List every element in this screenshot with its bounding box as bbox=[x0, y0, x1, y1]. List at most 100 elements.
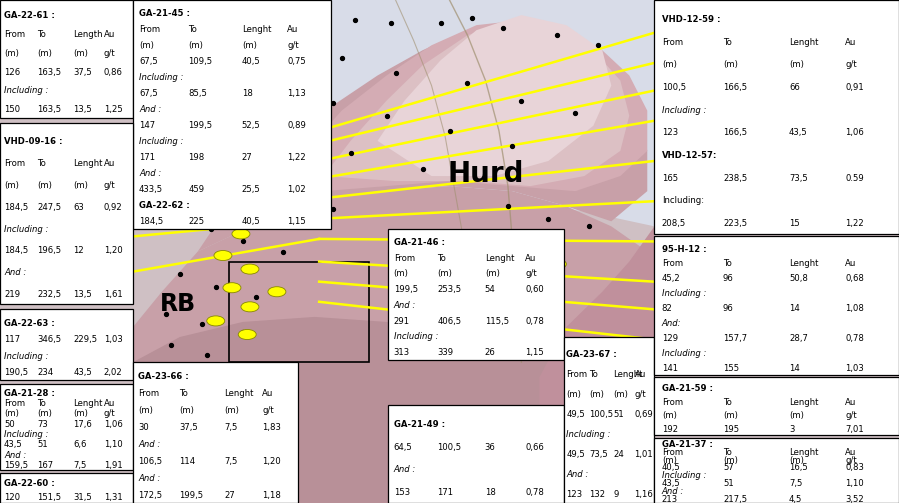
Text: RB: RB bbox=[160, 292, 196, 316]
Text: 37,5: 37,5 bbox=[73, 68, 92, 77]
Text: Au: Au bbox=[288, 25, 298, 34]
Circle shape bbox=[268, 287, 286, 297]
Polygon shape bbox=[270, 20, 647, 191]
Text: Au: Au bbox=[845, 260, 857, 269]
Text: 15: 15 bbox=[789, 219, 800, 228]
Text: From: From bbox=[139, 25, 160, 34]
Text: GA-23-66 :: GA-23-66 : bbox=[138, 372, 189, 381]
Text: Including :: Including : bbox=[662, 106, 707, 115]
Circle shape bbox=[241, 264, 259, 274]
Text: 25,5: 25,5 bbox=[242, 185, 261, 194]
Text: g/t: g/t bbox=[288, 41, 299, 50]
Text: To: To bbox=[723, 398, 732, 406]
Text: (m): (m) bbox=[73, 409, 88, 418]
Text: 1,15: 1,15 bbox=[525, 348, 544, 357]
Text: 66: 66 bbox=[789, 83, 800, 92]
Text: 151,5: 151,5 bbox=[37, 492, 61, 501]
Text: 166,5: 166,5 bbox=[723, 83, 747, 92]
Text: 0,78: 0,78 bbox=[525, 488, 544, 497]
Text: Lenght: Lenght bbox=[485, 254, 514, 263]
Text: And :: And : bbox=[566, 469, 589, 478]
Text: (m): (m) bbox=[723, 456, 738, 465]
Text: Including :: Including : bbox=[4, 352, 49, 361]
Text: 51: 51 bbox=[723, 479, 734, 488]
Text: 184,5: 184,5 bbox=[4, 203, 28, 212]
Text: (m): (m) bbox=[180, 406, 194, 415]
Text: Au: Au bbox=[635, 370, 645, 379]
Text: Lenght: Lenght bbox=[73, 399, 102, 408]
Text: 1,20: 1,20 bbox=[263, 457, 280, 466]
Text: 196,5: 196,5 bbox=[37, 246, 61, 256]
Text: 96: 96 bbox=[723, 304, 734, 313]
Text: 7,5: 7,5 bbox=[224, 457, 237, 466]
Text: 167: 167 bbox=[37, 461, 53, 470]
Text: 28,7: 28,7 bbox=[789, 334, 808, 343]
Text: Lenght: Lenght bbox=[789, 398, 818, 406]
Text: 0,60: 0,60 bbox=[525, 285, 544, 294]
Text: 31,5: 31,5 bbox=[73, 492, 92, 501]
Text: 7,5: 7,5 bbox=[224, 423, 237, 432]
Text: 0,83: 0,83 bbox=[845, 463, 864, 472]
Text: 37,5: 37,5 bbox=[180, 423, 198, 432]
Text: 49,5: 49,5 bbox=[566, 409, 585, 418]
Text: And :: And : bbox=[139, 105, 161, 114]
Text: 1,10: 1,10 bbox=[845, 479, 864, 488]
Text: 238,5: 238,5 bbox=[723, 174, 747, 183]
Text: And :: And : bbox=[4, 268, 26, 277]
Text: (m): (m) bbox=[73, 49, 88, 58]
Text: 18: 18 bbox=[242, 89, 253, 98]
Text: 1,08: 1,08 bbox=[845, 304, 864, 313]
Text: g/t: g/t bbox=[103, 49, 116, 58]
Text: Length: Length bbox=[73, 30, 102, 39]
Text: 0,68: 0,68 bbox=[845, 274, 864, 283]
Text: 1,31: 1,31 bbox=[103, 492, 122, 501]
Text: 9: 9 bbox=[614, 489, 619, 498]
Text: 155: 155 bbox=[723, 364, 739, 373]
Circle shape bbox=[405, 244, 423, 254]
Text: (m): (m) bbox=[394, 269, 408, 278]
Text: To: To bbox=[723, 260, 732, 269]
Text: 109,5: 109,5 bbox=[189, 57, 212, 66]
Text: 73,5: 73,5 bbox=[589, 450, 608, 459]
Text: (m): (m) bbox=[723, 60, 738, 69]
Text: 18: 18 bbox=[485, 488, 495, 497]
Polygon shape bbox=[198, 25, 647, 252]
Text: And :: And : bbox=[138, 474, 160, 483]
FancyBboxPatch shape bbox=[0, 384, 133, 470]
Polygon shape bbox=[378, 15, 611, 176]
Text: And :: And : bbox=[394, 465, 416, 474]
Text: (m): (m) bbox=[789, 411, 804, 420]
Text: 291: 291 bbox=[394, 316, 410, 325]
Text: And :: And : bbox=[4, 451, 26, 460]
Text: (m): (m) bbox=[4, 49, 19, 58]
Text: 157,7: 157,7 bbox=[723, 334, 747, 343]
Polygon shape bbox=[133, 186, 654, 503]
Text: (m): (m) bbox=[589, 389, 604, 398]
Text: 16,5: 16,5 bbox=[789, 463, 807, 472]
Text: Including :: Including : bbox=[4, 224, 49, 233]
Circle shape bbox=[232, 229, 250, 239]
Text: 1,18: 1,18 bbox=[263, 491, 281, 500]
Text: 339: 339 bbox=[438, 348, 454, 357]
Text: 27: 27 bbox=[242, 153, 253, 162]
Text: From: From bbox=[662, 260, 683, 269]
Text: 59: 59 bbox=[467, 232, 513, 266]
Polygon shape bbox=[324, 20, 629, 186]
Text: Including :: Including : bbox=[4, 430, 49, 439]
Text: 1,01: 1,01 bbox=[635, 450, 654, 459]
Text: 117: 117 bbox=[4, 335, 20, 344]
Text: 51: 51 bbox=[37, 441, 48, 449]
Text: 1,10: 1,10 bbox=[103, 441, 122, 449]
Text: 165: 165 bbox=[662, 174, 678, 183]
Text: Au: Au bbox=[845, 448, 857, 457]
Text: 96: 96 bbox=[723, 274, 734, 283]
FancyBboxPatch shape bbox=[654, 236, 899, 375]
Text: 1,16: 1,16 bbox=[635, 489, 654, 498]
Text: 2,02: 2,02 bbox=[103, 368, 122, 377]
Text: GA-21-37 :: GA-21-37 : bbox=[662, 440, 713, 449]
Text: 57: 57 bbox=[723, 463, 734, 472]
Text: 0,66: 0,66 bbox=[525, 443, 544, 452]
Text: 171: 171 bbox=[438, 488, 454, 497]
Text: (m): (m) bbox=[789, 60, 804, 69]
Text: From: From bbox=[566, 370, 588, 379]
